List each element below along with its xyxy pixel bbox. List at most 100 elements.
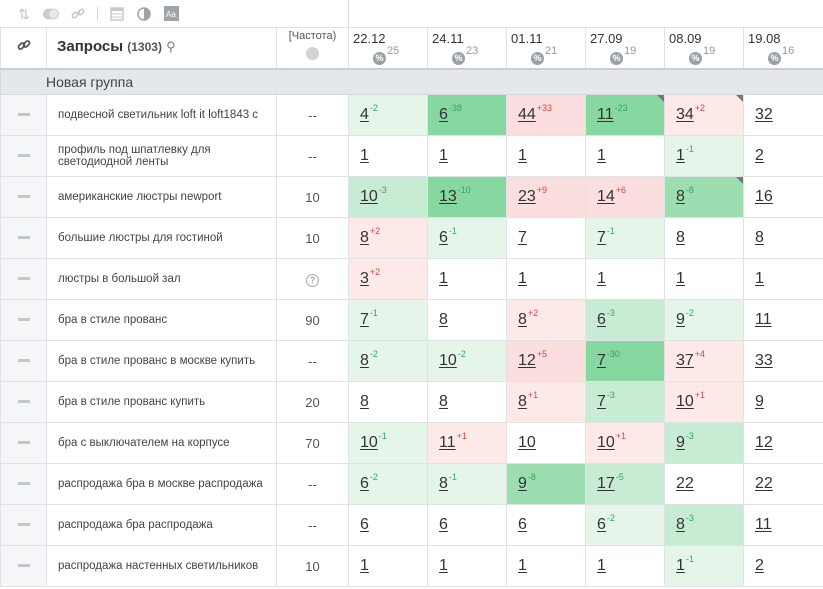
minus-icon[interactable] — [17, 359, 30, 363]
position-link[interactable]: 14 — [597, 188, 615, 205]
position-link[interactable]: 6 — [360, 475, 369, 492]
position-link[interactable]: 22 — [676, 475, 694, 492]
position-link[interactable]: 6 — [518, 516, 527, 533]
position-link[interactable]: 6 — [439, 106, 448, 123]
row-toggle-cell[interactable] — [0, 340, 47, 382]
position-link[interactable]: 7 — [597, 393, 606, 410]
position-link[interactable]: 9 — [755, 393, 764, 410]
position-link[interactable]: 1 — [518, 557, 527, 574]
toggle-icon[interactable] — [43, 6, 59, 22]
position-link[interactable]: 8 — [439, 475, 448, 492]
position-link[interactable]: 10 — [360, 188, 378, 205]
position-link[interactable]: 8 — [360, 393, 369, 410]
position-link[interactable]: 1 — [676, 557, 685, 574]
question-icon[interactable]: ? — [306, 274, 319, 287]
position-link[interactable]: 9 — [518, 475, 527, 492]
minus-icon[interactable] — [17, 523, 30, 527]
minus-icon[interactable] — [17, 564, 30, 568]
link-icon[interactable] — [70, 6, 86, 22]
position-link[interactable]: 33 — [755, 352, 773, 369]
table-row[interactable]: большие люстры для гостиной 10 8+2 6-1 7 7-1 8… — [0, 217, 823, 259]
position-link[interactable]: 1 — [360, 557, 369, 574]
position-link[interactable]: 10 — [439, 352, 457, 369]
position-link[interactable]: 16 — [755, 188, 773, 205]
table-row[interactable]: распродажа настенных светильников 10 1 1 1 1 1… — [0, 545, 823, 587]
position-link[interactable]: 1 — [360, 147, 369, 164]
row-toggle-cell[interactable] — [0, 545, 47, 587]
position-link[interactable]: 9 — [676, 434, 685, 451]
link-column-header[interactable] — [0, 27, 47, 70]
row-toggle-cell[interactable] — [0, 217, 47, 259]
position-link[interactable]: 8 — [439, 393, 448, 410]
position-link[interactable]: 17 — [597, 475, 615, 492]
position-link[interactable]: 10 — [597, 434, 615, 451]
frequency-column-header[interactable]: [Частота) — [276, 27, 349, 70]
position-link[interactable]: 22 — [755, 475, 773, 492]
table-row[interactable]: бра в стиле прованс в москве купить -- 8-2… — [0, 340, 823, 382]
row-toggle-cell[interactable] — [0, 94, 47, 136]
position-link[interactable]: 2 — [755, 147, 764, 164]
position-link[interactable]: 11 — [755, 311, 772, 328]
minus-icon[interactable] — [17, 400, 30, 404]
contrast-icon[interactable] — [136, 6, 152, 22]
position-link[interactable]: 9 — [676, 311, 685, 328]
position-link[interactable]: 1 — [518, 270, 527, 287]
table-row[interactable]: профиль под шпатлевку для светодиодной л… — [0, 135, 823, 177]
table-row[interactable]: подвесной светильник loft it loft1843 c-… — [0, 94, 823, 136]
position-link[interactable]: 11 — [597, 106, 614, 123]
table-row[interactable]: люстры в большой зал? 3+2 1 1 1 1 1 — [0, 258, 823, 300]
position-link[interactable]: 10 — [518, 434, 536, 451]
position-link[interactable]: 34 — [676, 106, 694, 123]
group-row[interactable]: Новая группа — [0, 68, 823, 95]
position-link[interactable]: 44 — [518, 106, 536, 123]
position-link[interactable]: 1 — [676, 270, 685, 287]
row-toggle-cell[interactable] — [0, 381, 47, 423]
position-link[interactable]: 6 — [439, 229, 448, 246]
position-link[interactable]: 1 — [439, 147, 448, 164]
minus-icon[interactable] — [17, 195, 30, 199]
position-link[interactable]: 13 — [439, 188, 457, 205]
minus-icon[interactable] — [17, 482, 30, 486]
sort-icon[interactable]: ⇅ — [18, 5, 30, 22]
minus-icon[interactable] — [17, 441, 30, 445]
date-column-header[interactable]: 08.09 % 19 — [664, 27, 744, 70]
position-link[interactable]: 11 — [755, 516, 772, 533]
table-icon[interactable] — [109, 6, 125, 22]
position-link[interactable]: 6 — [597, 516, 606, 533]
query-column-header[interactable]: Запросы (1303) ⚲ — [46, 27, 277, 70]
position-link[interactable]: 6 — [360, 516, 369, 533]
date-column-header[interactable]: 01.11 % 21 — [506, 27, 586, 70]
position-link[interactable]: 32 — [755, 106, 773, 123]
date-column-header[interactable]: 22.12 % 25 — [348, 27, 428, 70]
date-column-header[interactable]: 19.08 % 16 — [743, 27, 823, 70]
position-link[interactable]: 1 — [439, 270, 448, 287]
row-toggle-cell[interactable] — [0, 135, 47, 177]
minus-icon[interactable] — [17, 113, 30, 117]
position-link[interactable]: 8 — [676, 229, 685, 246]
position-link[interactable]: 10 — [360, 434, 378, 451]
position-link[interactable]: 23 — [518, 188, 536, 205]
row-toggle-cell[interactable] — [0, 422, 47, 464]
position-link[interactable]: 1 — [597, 147, 606, 164]
position-link[interactable]: 12 — [755, 434, 773, 451]
position-link[interactable]: 12 — [518, 352, 536, 369]
row-toggle-cell[interactable] — [0, 504, 47, 546]
position-link[interactable]: 8 — [676, 188, 685, 205]
position-link[interactable]: 1 — [755, 270, 764, 287]
table-row[interactable]: бра в стиле прованс 90 7-1 8 8+2 6-3 9-2 11 — [0, 299, 823, 341]
position-link[interactable]: 7 — [597, 229, 606, 246]
minus-icon[interactable] — [17, 154, 30, 158]
row-toggle-cell[interactable] — [0, 299, 47, 341]
position-link[interactable]: 11 — [439, 434, 456, 451]
table-row[interactable]: бра с выключателем на корпусе 70 10-1 11+1 1… — [0, 422, 823, 464]
position-link[interactable]: 8 — [360, 352, 369, 369]
position-link[interactable]: 7 — [597, 352, 606, 369]
position-link[interactable]: 6 — [439, 516, 448, 533]
font-icon[interactable]: Aa — [163, 6, 179, 22]
table-row[interactable]: распродажа бра в москве распродажа -- 6-2 8… — [0, 463, 823, 505]
position-link[interactable]: 10 — [676, 393, 694, 410]
position-link[interactable]: 1 — [597, 557, 606, 574]
position-link[interactable]: 7 — [518, 229, 527, 246]
position-link[interactable]: 3 — [360, 270, 369, 287]
row-toggle-cell[interactable] — [0, 258, 47, 300]
